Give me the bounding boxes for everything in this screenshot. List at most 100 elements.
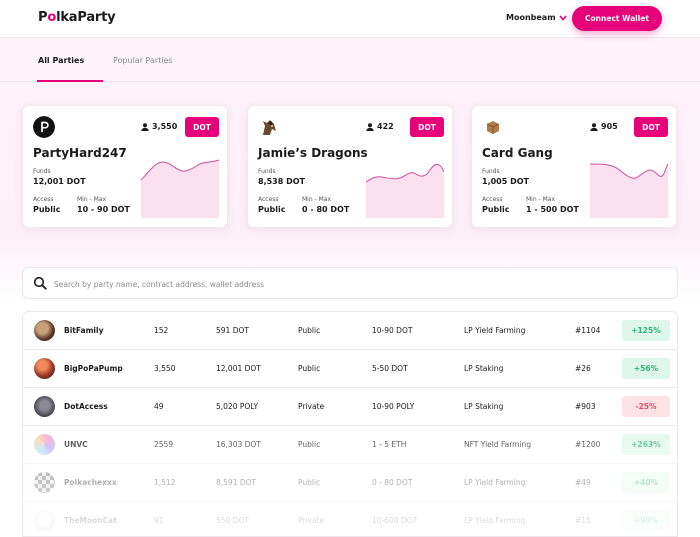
search-bar[interactable] — [22, 267, 678, 299]
token-badge[interactable]: DOT — [410, 117, 444, 137]
range-cell: 10-90 DOT — [372, 326, 413, 335]
party-name-cell[interactable]: UNVC — [64, 440, 88, 449]
party-avatar — [34, 396, 55, 417]
party-card[interactable]: 3,550 DOT PartyHard247 Funds 12,001 DOT … — [22, 105, 228, 228]
member-count-value: 905 — [601, 122, 618, 131]
min-max-value: 1 - 500 DOT — [526, 205, 579, 214]
app-logo[interactable]: PolkaParty — [38, 10, 116, 25]
rank-cell: #1104 — [575, 326, 601, 335]
table-row[interactable]: BigPoPaPump 3,550 12,001 DOT Public 5-50 DOT… — [23, 350, 677, 388]
access-label: Access — [482, 196, 503, 203]
strategy-cell: NFT Yield Farming — [464, 440, 532, 449]
party-name-cell[interactable]: BitFamily — [64, 326, 104, 335]
party-avatar — [34, 434, 55, 455]
member-count-value: 3,550 — [152, 122, 178, 131]
table-row[interactable]: TheMoonCat 91 550 DOT Private 10-600 DOT LP Y… — [23, 502, 677, 536]
funds-cell: 16,303 DOT — [216, 440, 261, 449]
funds-cell: 550 DOT — [216, 516, 249, 525]
party-avatar — [34, 510, 55, 531]
strategy-cell: LP Yield Farming — [464, 478, 526, 487]
access-value: Public — [482, 205, 510, 214]
funds-value: 1,005 DOT — [482, 177, 529, 186]
box-avatar-icon — [482, 116, 504, 138]
members-cell: 1,512 — [154, 478, 176, 487]
member-count: 422 — [366, 122, 394, 131]
table-row[interactable]: UNVC 2559 16,303 DOT Public 1 - 5 ETH NFT Yie… — [23, 426, 677, 464]
min-max-value: 10 - 90 DOT — [77, 205, 130, 214]
logo-dot: o — [47, 10, 57, 25]
search-input[interactable] — [54, 276, 654, 292]
member-count-value: 422 — [377, 122, 394, 131]
token-badge[interactable]: DOT — [185, 117, 219, 137]
user-icon — [141, 122, 149, 131]
horse-avatar-icon — [258, 116, 280, 138]
sparkline-chart — [366, 163, 444, 218]
access-label: Access — [33, 196, 54, 203]
strategy-cell: LP Yield Farming — [464, 516, 526, 525]
party-name-cell[interactable]: DotAccess — [64, 402, 108, 411]
strategy-cell: LP Staking — [464, 364, 504, 373]
tab-all-parties[interactable]: All Parties — [38, 56, 85, 65]
access-value: Public — [258, 205, 286, 214]
logo-text-start: P — [38, 10, 48, 25]
rank-cell: #49 — [575, 478, 591, 487]
connect-wallet-button[interactable]: Connect Wallet — [572, 6, 662, 31]
table-row[interactable]: Polkachexxx 1,512 8,591 DOT Public 0 - 80 DO… — [23, 464, 677, 502]
members-cell: 152 — [154, 326, 169, 335]
parties-table: BitFamily 152 591 DOT Public 10-90 DOT LP Yie… — [22, 311, 678, 537]
change-badge: +40% — [622, 472, 670, 493]
search-icon — [33, 276, 47, 290]
access-cell: Private — [298, 402, 325, 411]
access-cell: Public — [298, 478, 321, 487]
access-cell: Public — [298, 440, 321, 449]
party-name: PartyHard247 — [33, 146, 127, 160]
party-card[interactable]: 905 DOT Card Gang Funds 1,005 DOT Access… — [471, 105, 677, 228]
token-badge[interactable]: DOT — [634, 117, 668, 137]
funds-cell: 5,020 POLY — [216, 402, 259, 411]
party-name: Jamie’s Dragons — [258, 146, 368, 160]
funds-value: 8,538 DOT — [258, 177, 305, 186]
network-selector[interactable]: Moonbeam — [506, 13, 567, 22]
min-max-value: 0 - 80 DOT — [302, 205, 350, 214]
change-badge: +90% — [622, 510, 670, 531]
members-cell: 49 — [154, 402, 164, 411]
party-avatar — [34, 472, 55, 493]
active-tab-indicator — [37, 80, 103, 82]
range-cell: 10-600 DOT — [372, 516, 418, 525]
funds-label: Funds — [482, 168, 500, 175]
party-card[interactable]: 422 DOT Jamie’s Dragons Funds 8,538 DOT … — [247, 105, 453, 228]
logo-text-end: lkaParty — [56, 10, 116, 25]
range-cell: 5-50 DOT — [372, 364, 408, 373]
party-name-cell[interactable]: BigPoPaPump — [64, 364, 123, 373]
table-row[interactable]: DotAccess 49 5,020 POLY Private 10-90 POLY LP… — [23, 388, 677, 426]
strategy-cell: LP Staking — [464, 402, 504, 411]
party-name-cell[interactable]: TheMoonCat — [64, 516, 117, 525]
tab-popular-parties[interactable]: Popular Parties — [113, 56, 173, 65]
range-cell: 0 - 80 DOT — [372, 478, 413, 487]
member-count: 3,550 — [141, 122, 177, 131]
change-badge: +263% — [622, 434, 670, 455]
access-value: Public — [33, 205, 61, 214]
strategy-cell: LP Yield Farming — [464, 326, 526, 335]
range-cell: 1 - 5 ETH — [372, 440, 407, 449]
party-name-cell[interactable]: Polkachexxx — [64, 478, 117, 487]
funds-cell: 591 DOT — [216, 326, 249, 335]
top-header: PolkaParty Moonbeam Connect Wallet — [0, 0, 700, 38]
access-cell: Public — [298, 326, 321, 335]
user-icon — [366, 122, 374, 131]
min-max-label: Min - Max — [302, 196, 332, 203]
funds-value: 12,001 DOT — [33, 177, 86, 186]
party-tabs: All Parties Popular Parties — [0, 38, 700, 82]
sparkline-chart — [141, 159, 219, 218]
funds-label: Funds — [33, 168, 51, 175]
change-badge: -25% — [622, 396, 670, 417]
min-max-label: Min - Max — [77, 196, 107, 203]
party-avatar — [34, 358, 55, 379]
access-cell: Private — [298, 516, 325, 525]
range-cell: 10-90 POLY — [372, 402, 415, 411]
access-cell: Public — [298, 364, 321, 373]
rank-cell: #903 — [575, 402, 596, 411]
table-row[interactable]: BitFamily 152 591 DOT Public 10-90 DOT LP Yie… — [23, 312, 677, 350]
polkadot-logo-icon — [33, 116, 55, 138]
members-cell: 3,550 — [154, 364, 176, 373]
